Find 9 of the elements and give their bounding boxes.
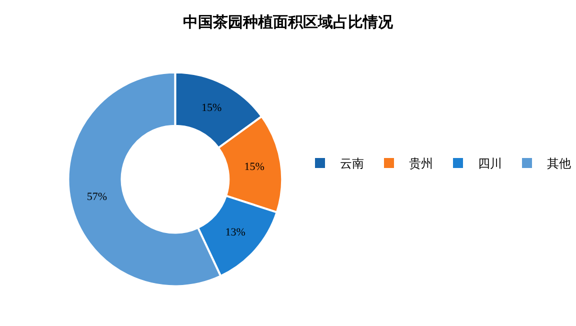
data-label: 13% — [225, 226, 246, 238]
data-label: 57% — [86, 190, 107, 203]
legend-label: 贵州 — [409, 156, 433, 171]
data-label: 15% — [201, 102, 222, 114]
data-label: 15% — [244, 160, 264, 173]
legend-label: 云南 — [340, 156, 364, 171]
chart-title: 中国茶园种植面积区域占比情况 — [183, 12, 394, 31]
legend-label: 其他 — [547, 156, 571, 171]
legend-label: 四川 — [478, 156, 502, 171]
